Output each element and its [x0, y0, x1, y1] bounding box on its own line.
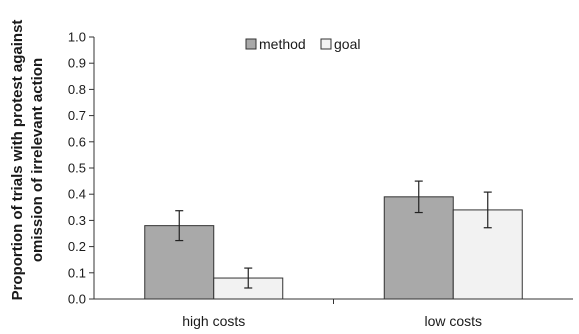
- y-tick-label: 0.6: [68, 134, 86, 149]
- y-tick-label: 0.4: [68, 187, 86, 202]
- y-tick-label: 0.7: [68, 108, 86, 123]
- y-tick-label: 0.5: [68, 161, 86, 176]
- y-tick-label: 0.3: [68, 213, 86, 228]
- y-tick-label: 0.8: [68, 82, 86, 97]
- y-axis-label: Proportion of trials with protest agains…: [9, 20, 46, 301]
- x-category-label: high costs: [182, 313, 245, 329]
- legend-label-goal: goal: [334, 36, 360, 52]
- y-axis-label-line-1: Proportion of trials with protest agains…: [9, 20, 26, 301]
- y-tick-label: 0.0: [68, 292, 86, 307]
- y-ticks: 0.0 0.1 0.2 0.3 0.4 0.5 0.6 0.7 0.8 0.9 1.0: [68, 30, 94, 307]
- y-tick-label: 1.0: [68, 30, 86, 45]
- legend-label-method: method: [259, 36, 306, 52]
- y-tick-label: 0.1: [68, 265, 86, 280]
- legend-swatch-method: [245, 38, 257, 50]
- bar-method-low-costs: [383, 196, 454, 300]
- y-axis-label-line-2: omission of irrelevant action: [29, 58, 46, 262]
- legend-swatch-goal: [320, 38, 332, 50]
- x-category-label: low costs: [424, 313, 482, 329]
- x-category-labels: high costs low costs: [182, 313, 482, 329]
- y-tick-label: 0.2: [68, 239, 86, 254]
- y-tick-label: 0.9: [68, 56, 86, 71]
- legend: method goal: [245, 36, 360, 52]
- error-bars: [175, 180, 492, 289]
- bars: [144, 196, 523, 300]
